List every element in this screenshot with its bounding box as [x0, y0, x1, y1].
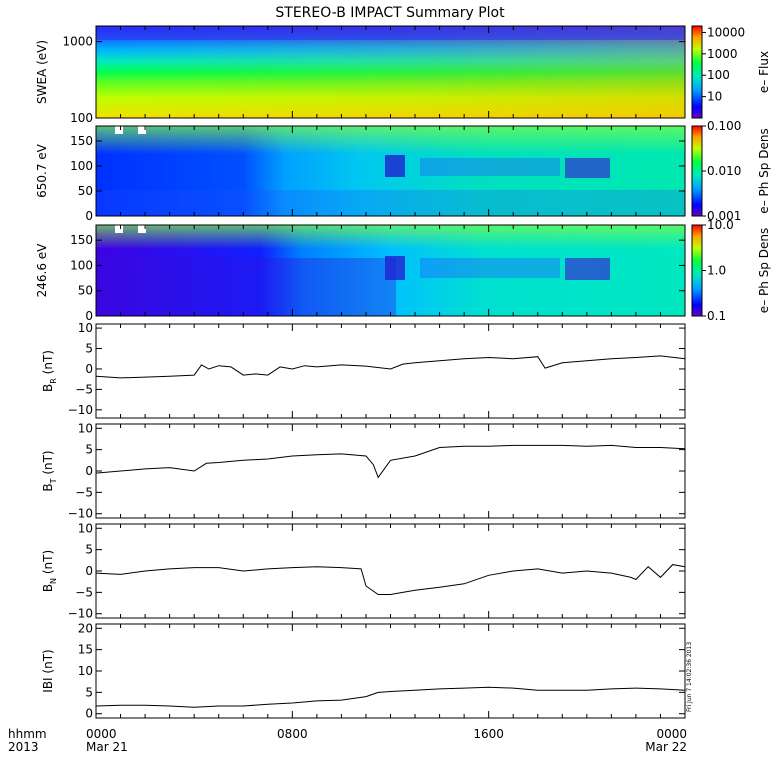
- series-line: [95, 444, 686, 479]
- y-tick-label: 10: [78, 664, 93, 678]
- y-tick-label: −10: [68, 403, 93, 417]
- y-axis-label: 246.6 eV: [35, 243, 49, 298]
- y-tick-label: 50: [78, 284, 93, 298]
- pad-650-spectrogram: [96, 126, 685, 216]
- y-tick-label: 5: [85, 342, 93, 356]
- y-tick-label: 0: [85, 209, 93, 223]
- swea-spectrogram: [96, 26, 685, 118]
- y-label-main: B: [41, 584, 55, 592]
- y-tick-label: 150: [70, 134, 93, 148]
- y-tick-label: −10: [68, 507, 93, 521]
- y-tick-label: 100: [70, 159, 93, 173]
- series-line: [95, 564, 686, 595]
- colorbar-tick-label: 0.001: [707, 209, 741, 223]
- plot-title: STEREO-B IMPACT Summary Plot: [275, 5, 505, 21]
- colorbar-tick-label: 1.0: [707, 264, 726, 278]
- colorbar-label: e– Ph Sp Dens: [757, 228, 771, 313]
- y-label-sub: T: [49, 478, 58, 484]
- colorbar-tick-label: 10: [707, 90, 722, 104]
- colorbar-label: e– Ph Sp Dens: [757, 128, 771, 213]
- panel-frame-4: [95, 323, 686, 419]
- colorbar-flux: [691, 25, 703, 119]
- y-tick-label: 10: [78, 521, 93, 535]
- time-tick-label: 0800: [277, 727, 308, 741]
- y-tick-label: 150: [70, 233, 93, 247]
- time-tick-label: 0000: [656, 727, 687, 741]
- time-row1-label: hhmm: [8, 727, 47, 741]
- panel-frame-5: [95, 423, 686, 519]
- time-tick-date: Mar 21: [86, 740, 128, 754]
- y-axis-label: BR (nT): [41, 350, 58, 392]
- y-tick-label: 1000: [62, 35, 93, 49]
- y-tick-label: 10: [78, 321, 93, 335]
- colorbar-tick-label: 0.010: [707, 164, 741, 178]
- colorbar-phsp-650: [691, 125, 703, 217]
- y-axis-label: BN (nT): [41, 550, 58, 592]
- colorbar-tick-label: 10.0: [707, 218, 734, 232]
- y-label-main: B: [41, 483, 55, 491]
- colorbar-tick-label: 10000: [707, 25, 745, 39]
- pad-246-spectrogram: [96, 225, 685, 316]
- y-label-unit: (nT): [41, 550, 55, 578]
- time-tick-label: 1600: [473, 727, 504, 741]
- y-axis-label: IBI (nT): [41, 649, 55, 692]
- colorbar-label: e– Flux: [757, 51, 771, 93]
- generation-timestamp: Fri Jun 7 14:02:36 2013: [686, 642, 693, 712]
- colorbar-tick-label: 0.1: [707, 309, 726, 323]
- y-tick-label: 0: [85, 309, 93, 323]
- y-label-unit: (nT): [41, 649, 55, 677]
- y-tick-label: −5: [75, 382, 93, 396]
- y-label-unit: (nT): [41, 350, 55, 378]
- y-label-main: IBI: [41, 677, 55, 692]
- y-tick-label: 10: [78, 421, 93, 435]
- y-label-unit: (nT): [41, 450, 55, 478]
- y-label-main: B: [41, 384, 55, 392]
- y-tick-label: 15: [78, 643, 93, 657]
- y-tick-label: 20: [78, 621, 93, 635]
- colorbar-phsp-246: [691, 224, 703, 317]
- time-tick-date: Mar 22: [645, 740, 687, 754]
- series-line: [95, 355, 686, 379]
- y-tick-label: 5: [85, 543, 93, 557]
- colorbar-tick-label: 1000: [707, 47, 738, 61]
- y-tick-label: 5: [85, 685, 93, 699]
- y-label-sub: N: [49, 578, 58, 584]
- y-tick-label: −5: [75, 485, 93, 499]
- series-line: [95, 686, 686, 708]
- colorbar-tick-label: 100: [707, 68, 730, 82]
- panel-frame-6: [95, 523, 686, 619]
- y-tick-label: 0: [85, 564, 93, 578]
- y-axis-label: SWEA (eV): [35, 40, 49, 104]
- panel-frame-7: [95, 623, 686, 719]
- y-tick-label: −10: [68, 607, 93, 621]
- y-label-sub: R: [49, 378, 58, 384]
- y-tick-label: 100: [70, 111, 93, 125]
- y-tick-label: 0: [85, 362, 93, 376]
- time-tick-label: 0000: [86, 727, 117, 741]
- y-axis-label: 650.7 eV: [35, 143, 49, 198]
- y-tick-label: −5: [75, 585, 93, 599]
- y-tick-label: 0: [85, 707, 93, 721]
- y-tick-label: 0: [85, 464, 93, 478]
- time-row2-label: 2013: [8, 740, 39, 754]
- y-axis-label: BT (nT): [41, 450, 58, 491]
- y-tick-label: 5: [85, 443, 93, 457]
- y-tick-label: 100: [70, 258, 93, 272]
- colorbar-tick-label: 0.100: [707, 119, 741, 133]
- y-tick-label: 50: [78, 184, 93, 198]
